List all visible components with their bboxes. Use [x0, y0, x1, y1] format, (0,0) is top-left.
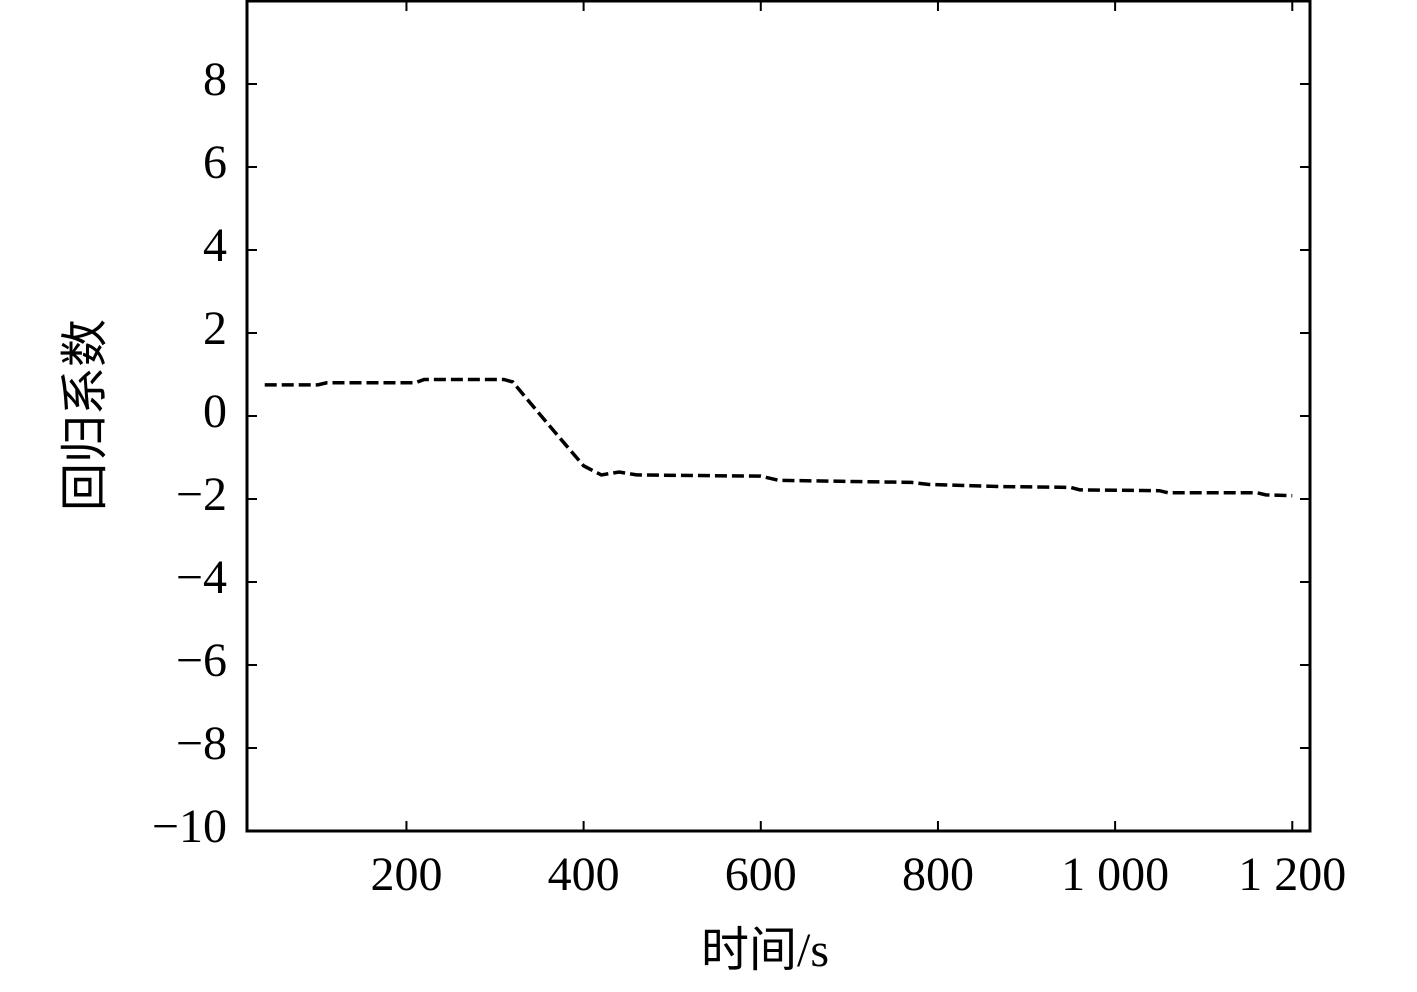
y-tick-label: 0: [203, 385, 227, 438]
x-tick-label: 200: [370, 848, 442, 901]
y-tick-label: 2: [203, 302, 227, 355]
x-tick-label: 400: [548, 848, 620, 901]
y-tick-label: 8: [203, 53, 227, 106]
x-axis-label: 时间/s: [701, 924, 829, 977]
data-line: [264, 377, 1293, 498]
plot-frame: [245, 0, 1312, 833]
y-tick-label: −6: [176, 634, 227, 687]
x-tick-label: 600: [725, 848, 797, 901]
y-axis-label: 回归系数: [59, 319, 112, 511]
x-tick-label: 1 200: [1238, 848, 1346, 901]
x-tick-label: 1 000: [1061, 848, 1169, 901]
y-tick-label: −2: [176, 468, 227, 521]
y-tick-label: 4: [203, 219, 227, 272]
y-tick-label: −4: [176, 551, 227, 604]
y-tick-label: 6: [203, 136, 227, 189]
y-tick-label: −10: [152, 800, 227, 853]
x-tick-label: 800: [902, 848, 974, 901]
y-tick-label: −8: [176, 717, 227, 770]
